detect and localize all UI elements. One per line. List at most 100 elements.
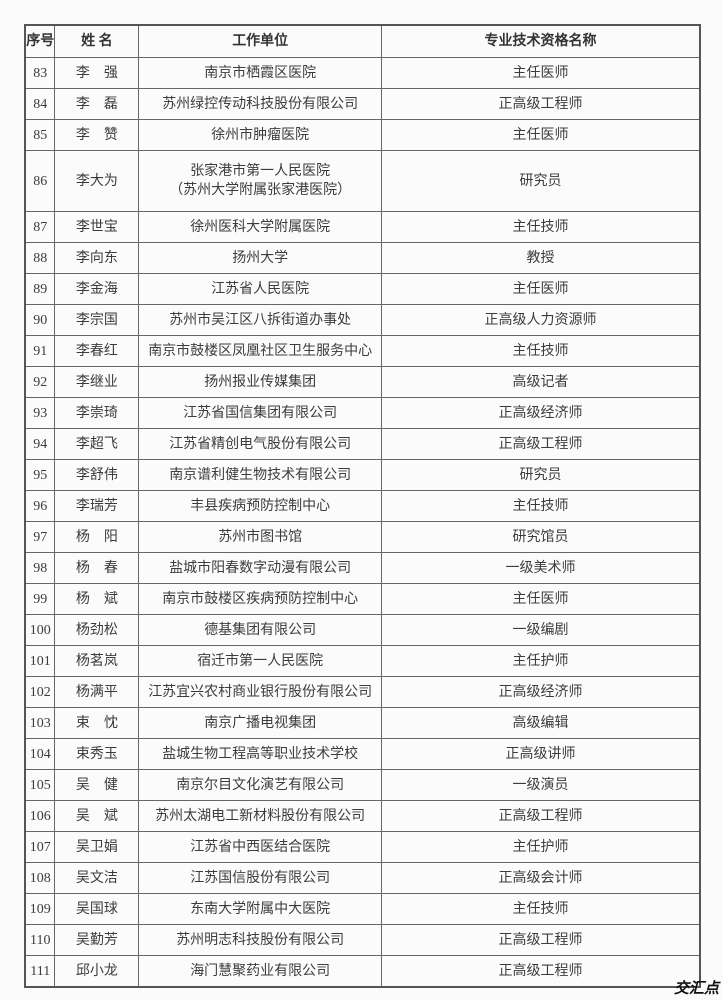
table-row: 93 李崇琦 江苏省国信集团有限公司 正高级经济师	[24, 397, 701, 429]
cell-unit: 徐州市肿瘤医院	[138, 119, 382, 151]
cell-title: 主任护师	[381, 831, 701, 863]
cell-title: 正高级经济师	[381, 397, 701, 429]
cell-title: 正高级工程师	[381, 88, 701, 120]
cell-name: 李向东	[54, 242, 140, 274]
cell-unit: 苏州太湖电工新材料股份有限公司	[138, 800, 382, 832]
table-row: 99 杨 斌南京市鼓楼区疾病预防控制中心 主任医师	[24, 583, 701, 615]
cell-name: 吴文洁	[54, 862, 140, 894]
table-row: 101 杨茗岚 宿迁市第一人民医院 主任护师	[24, 645, 701, 677]
table-row: 97 杨 阳苏州市图书馆 研究馆员	[24, 521, 701, 553]
table-row: 96 李瑞芳 丰县疾病预防控制中心 主任技师	[24, 490, 701, 522]
cell-unit: 江苏国信股份有限公司	[138, 862, 382, 894]
cell-name: 杨 阳	[54, 521, 140, 553]
table-row: 100 杨劲松 德基集团有限公司 一级编剧	[24, 614, 701, 646]
cell-name: 李大为	[54, 150, 140, 212]
cell-title: 主任医师	[381, 273, 701, 305]
cell-name: 李世宝	[54, 211, 140, 243]
table-row: 106 吴 斌苏州太湖电工新材料股份有限公司 正高级工程师	[24, 800, 701, 832]
cell-number: 98	[24, 552, 56, 584]
cell-title: 正高级会计师	[381, 862, 701, 894]
cell-unit: 南京市鼓楼区凤凰社区卫生服务中心	[138, 335, 382, 367]
cell-name: 杨 斌	[54, 583, 140, 615]
cell-name: 杨满平	[54, 676, 140, 708]
cell-name: 李舒伟	[54, 459, 140, 491]
cell-number: 97	[24, 521, 56, 553]
cell-name: 李 强	[54, 57, 140, 89]
header-name: 姓 名	[54, 24, 140, 58]
cell-title: 一级演员	[381, 769, 701, 801]
cell-title: 正高级工程师	[381, 924, 701, 956]
cell-unit: 海门慧聚药业有限公司	[138, 955, 382, 988]
table-row: 104 束秀玉 盐城生物工程高等职业技术学校 正高级讲师	[24, 738, 701, 770]
cell-title: 高级记者	[381, 366, 701, 398]
cell-unit: 盐城生物工程高等职业技术学校	[138, 738, 382, 770]
cell-number: 91	[24, 335, 56, 367]
cell-title: 主任医师	[381, 57, 701, 89]
cell-name: 吴 斌	[54, 800, 140, 832]
table-row: 91 李春红 南京市鼓楼区凤凰社区卫生服务中心 主任技师	[24, 335, 701, 367]
cell-number: 83	[24, 57, 56, 89]
cell-unit: 宿迁市第一人民医院	[138, 645, 382, 677]
cell-title: 主任技师	[381, 893, 701, 925]
cell-unit: 盐城市阳春数字动漫有限公司	[138, 552, 382, 584]
cell-name: 李春红	[54, 335, 140, 367]
cell-title: 高级编辑	[381, 707, 701, 739]
cell-unit: 江苏省国信集团有限公司	[138, 397, 382, 429]
cell-number: 103	[24, 707, 56, 739]
cell-title: 主任技师	[381, 211, 701, 243]
cell-name: 吴勤芳	[54, 924, 140, 956]
cell-name: 李超飞	[54, 428, 140, 460]
header-number: 序号	[24, 24, 56, 58]
cell-unit: 苏州市图书馆	[138, 521, 382, 553]
cell-unit: 扬州报业传媒集团	[138, 366, 382, 398]
cell-unit: 南京市栖霞区医院	[138, 57, 382, 89]
cell-name: 吴国球	[54, 893, 140, 925]
cell-name: 李金海	[54, 273, 140, 305]
cell-title: 正高级工程师	[381, 955, 701, 988]
cell-unit: 江苏省精创电气股份有限公司	[138, 428, 382, 460]
cell-number: 100	[24, 614, 56, 646]
table-row: 95 李舒伟 南京谱利健生物技术有限公司 研究员	[24, 459, 701, 491]
cell-unit: 扬州大学	[138, 242, 382, 274]
table-row: 94 李超飞 江苏省精创电气股份有限公司 正高级工程师	[24, 428, 701, 460]
cell-unit: 南京尔目文化演艺有限公司	[138, 769, 382, 801]
table-row: 83 李 强南京市栖霞区医院 主任医师	[24, 57, 701, 89]
table-row: 102 杨满平 江苏宜兴农村商业银行股份有限公司 正高级经济师	[24, 676, 701, 708]
table-row: 88 李向东 扬州大学 教授	[24, 242, 701, 274]
cell-number: 84	[24, 88, 56, 120]
cell-unit: 江苏省中西医结合医院	[138, 831, 382, 863]
cell-title: 一级美术师	[381, 552, 701, 584]
cell-number: 88	[24, 242, 56, 274]
cell-name: 李崇琦	[54, 397, 140, 429]
cell-number: 110	[24, 924, 56, 956]
table-row: 98 杨 春盐城市阳春数字动漫有限公司 一级美术师	[24, 552, 701, 584]
cell-unit-line: 张家港市第一人民医院	[190, 164, 331, 179]
cell-unit: 南京市鼓楼区疾病预防控制中心	[138, 583, 382, 615]
cell-number: 95	[24, 459, 56, 491]
cell-unit: 江苏省人民医院	[138, 273, 382, 305]
cell-name: 杨劲松	[54, 614, 140, 646]
cell-name: 邱小龙	[54, 955, 140, 988]
table-row: 107 吴卫娟 江苏省中西医结合医院 主任护师	[24, 831, 701, 863]
cell-number: 109	[24, 893, 56, 925]
cell-name: 吴卫娟	[54, 831, 140, 863]
cell-number: 102	[24, 676, 56, 708]
cell-number: 85	[24, 119, 56, 151]
table-row: 111 邱小龙 海门慧聚药业有限公司 正高级工程师	[24, 955, 701, 988]
cell-title: 主任技师	[381, 335, 701, 367]
personnel-table: 序号 姓 名 工作单位 专业技术资格名称 83 李 强南京市栖霞区医院 主任医师 84…	[24, 24, 701, 988]
table-row: 84 李 磊苏州绿控传动科技股份有限公司 正高级工程师	[24, 88, 701, 120]
table-row: 110 吴勤芳 苏州明志科技股份有限公司 正高级工程师	[24, 924, 701, 956]
table-row: 87 李世宝 徐州医科大学附属医院 主任技师	[24, 211, 701, 243]
cell-name: 李继业	[54, 366, 140, 398]
table-row: 86 李大为 张家港市第一人民医院 （苏州大学附属张家港医院） 研究员	[24, 150, 701, 212]
cell-number: 86	[24, 150, 56, 212]
cell-number: 105	[24, 769, 56, 801]
table-row: 108 吴文洁 江苏国信股份有限公司 正高级会计师	[24, 862, 701, 894]
cell-title: 正高级工程师	[381, 800, 701, 832]
cell-unit: 德基集团有限公司	[138, 614, 382, 646]
cell-unit: 张家港市第一人民医院 （苏州大学附属张家港医院）	[138, 150, 382, 212]
cell-number: 106	[24, 800, 56, 832]
cell-number: 99	[24, 583, 56, 615]
cell-name: 束 忱	[54, 707, 140, 739]
